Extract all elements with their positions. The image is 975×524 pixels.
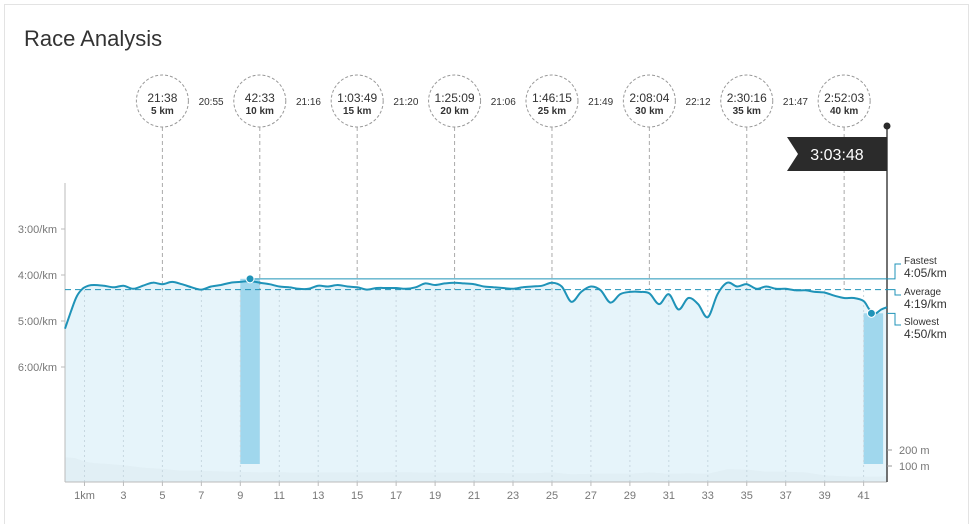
x-tick-label: 5 (159, 490, 165, 502)
split-distance: 40 km (830, 106, 858, 117)
x-tick-label: 35 (741, 490, 753, 502)
x-tick-label: 17 (390, 490, 402, 502)
elevation-tick-label: 100 m (899, 461, 930, 473)
x-tick-label: 31 (663, 490, 675, 502)
split-circle (817, 74, 871, 128)
segment-time: 21:47 (783, 97, 808, 108)
segment-time: 21:06 (491, 97, 516, 108)
split-time: 2:08:04 (629, 91, 669, 105)
pace-line (64, 280, 888, 330)
x-tick-label: 9 (237, 490, 243, 502)
x-tick-label: 27 (585, 490, 597, 502)
split-distance: 5 km (151, 106, 174, 117)
fastest-value: 4:05/km (904, 266, 947, 280)
average-value: 4:19/km (904, 297, 947, 311)
split-circle (622, 74, 676, 128)
pace-tick-label: 4:00/km (18, 270, 57, 282)
split-distance: 15 km (343, 106, 371, 117)
x-tick-label: 23 (507, 490, 519, 502)
x-tick-label: 13 (312, 490, 324, 502)
split-circle (525, 74, 579, 128)
pace-area (65, 281, 887, 482)
pace-tick-label: 6:00/km (18, 362, 57, 374)
average-label: Average (904, 287, 942, 298)
x-tick-label: 19 (429, 490, 441, 502)
segment-time: 21:20 (393, 97, 418, 108)
split-circle (428, 74, 482, 128)
x-tick-label: 15 (351, 490, 363, 502)
average-connector (887, 289, 901, 296)
split-distance: 20 km (440, 106, 468, 117)
finish-time-label: 3:03:48 (810, 147, 863, 164)
slowest-marker (866, 308, 876, 318)
split-time: 2:30:16 (727, 91, 767, 105)
finish-dot (883, 122, 891, 130)
x-tick-label: 33 (702, 490, 714, 502)
split-time: 1:25:09 (435, 91, 475, 105)
segment-time: 20:55 (199, 97, 224, 108)
split-circle (330, 74, 384, 128)
x-tick-label: 29 (624, 490, 636, 502)
slowest-connector (887, 312, 901, 326)
slowest-value: 4:50/km (904, 327, 947, 341)
x-tick-label: 11 (274, 490, 285, 502)
split-circle (233, 74, 287, 128)
pace-tick-label: 5:00/km (18, 316, 57, 328)
split-circle (135, 74, 189, 128)
elevation-tick-label: 200 m (899, 445, 930, 457)
pace-tick-label: 3:00/km (18, 224, 57, 236)
x-tick-label: 3 (120, 490, 126, 502)
split-distance: 25 km (538, 106, 566, 117)
fastest-marker (245, 274, 255, 284)
segment-time: 22:12 (686, 97, 711, 108)
x-tick-label: 41 (858, 490, 870, 502)
segment-time: 21:49 (588, 97, 613, 108)
highlight-band-fastest (240, 278, 260, 464)
split-time: 21:38 (147, 91, 177, 105)
fastest-connector (887, 263, 901, 280)
x-tick-label: 25 (546, 490, 558, 502)
highlight-band-slowest (863, 313, 884, 464)
split-distance: 35 km (733, 106, 761, 117)
x-tick-label: 37 (780, 490, 792, 502)
split-distance: 10 km (246, 106, 274, 117)
split-circle (720, 74, 774, 128)
split-time: 2:52:03 (824, 91, 864, 105)
page-title: Race Analysis (24, 26, 163, 51)
x-tick-label: 7 (198, 490, 204, 502)
segment-time: 21:16 (296, 97, 321, 108)
fastest-label: Fastest (904, 256, 937, 267)
slowest-label: Slowest (904, 317, 939, 328)
x-tick-label: 21 (468, 490, 480, 502)
x-tick-label: 1km (74, 490, 95, 502)
split-time: 1:46:15 (532, 91, 572, 105)
finish-time-flag (787, 137, 887, 171)
x-tick-label: 39 (819, 490, 831, 502)
split-time: 42:33 (245, 91, 275, 105)
split-distance: 30 km (635, 106, 663, 117)
split-time: 1:03:49 (337, 91, 377, 105)
